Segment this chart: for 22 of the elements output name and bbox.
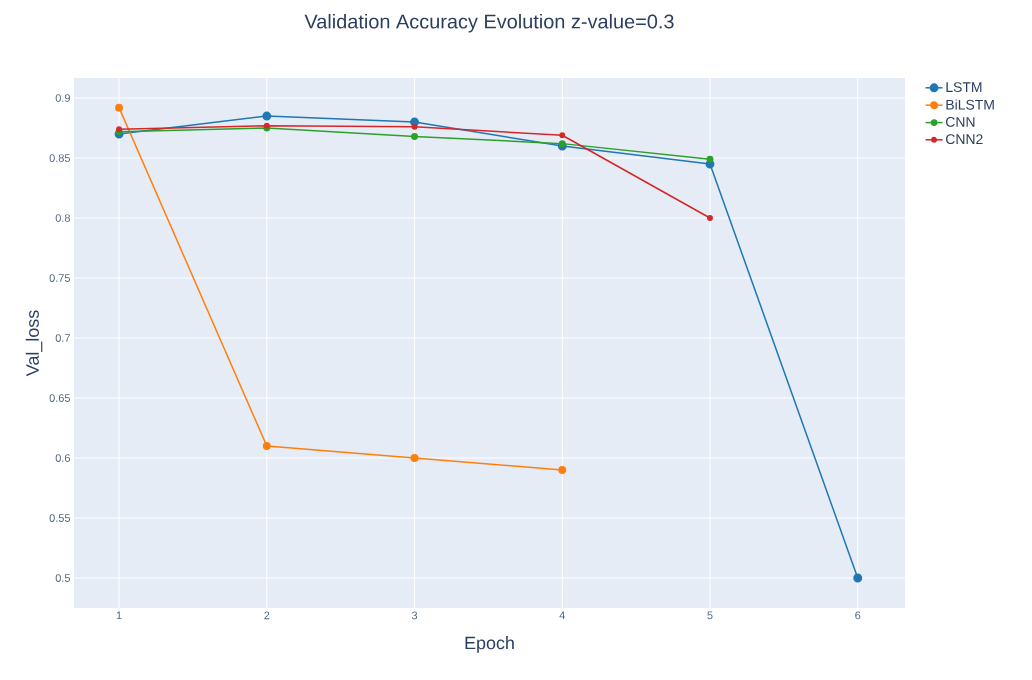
y-axis-title: Val_loss [25,310,43,377]
x-axis-title: Epoch [465,636,514,653]
y-tick-label: 0.65 [49,394,71,402]
legend-label: CNN [946,116,975,127]
y-tick-label: 0.8 [55,214,70,222]
y-tick-label: 0.55 [49,514,71,522]
y-tick-label: 0.7 [55,334,70,342]
x-tick-label: 5 [707,611,713,620]
y-tick-label: 0.85 [49,154,71,162]
x-tick-label: 3 [411,611,418,620]
y-tick-label: 0.6 [55,454,70,462]
x-tick-label: 6 [855,611,861,620]
legend-label: BiLSTM [946,99,994,110]
x-tick-label: 4 [559,611,565,620]
x-tick-label: 2 [264,611,270,620]
y-tick-label: 0.75 [49,274,71,282]
legend-label: CNN2 [946,134,983,145]
x-tick-label: 1 [116,611,122,620]
chart-title: Validation Accuracy Evolution z-value=0.3 [304,13,674,33]
y-tick-label: 0.5 [55,574,71,582]
y-tick-label: 0.9 [55,94,70,102]
legend-label: LSTM [946,82,982,93]
